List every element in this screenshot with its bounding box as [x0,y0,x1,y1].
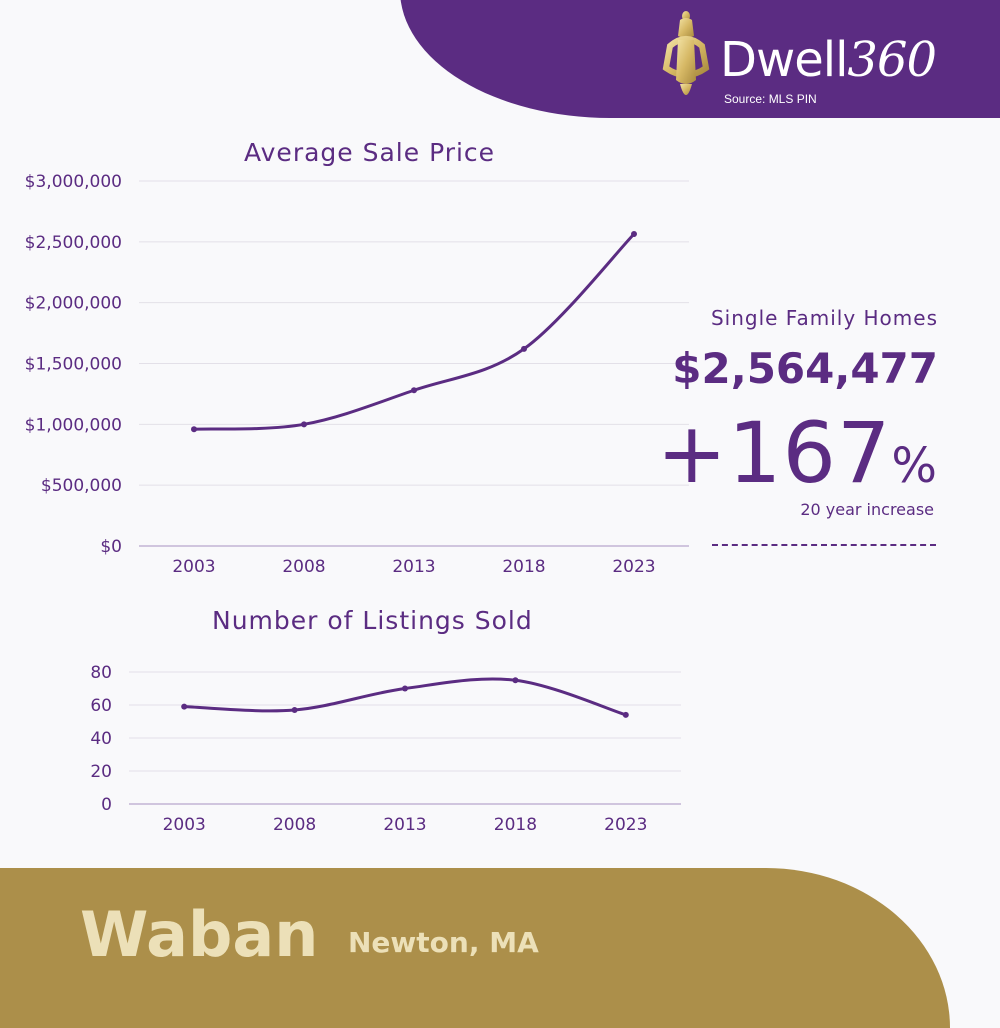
y-tick-label: 0 [101,795,112,815]
data-point [181,703,188,710]
data-point [301,421,307,428]
source-note: Source: MLS PIN [724,92,817,106]
increase-caption: 20 year increase [800,500,934,519]
percent-sign: % [891,438,938,494]
dashed-divider [712,544,936,546]
y-tick-label: 80 [90,663,112,683]
data-point [512,677,519,684]
x-tick-label: 2003 [163,815,206,835]
y-tick-label: $0 [100,537,122,557]
data-point [291,706,298,713]
y-tick-label: 60 [90,696,112,716]
percent-increase-number: +167 [656,404,892,502]
x-tick-label: 2003 [172,557,215,577]
price-chart-title: Average Sale Price [244,138,496,167]
city-name: Newton, MA [348,926,539,959]
percent-increase-value: +167% [657,404,938,502]
listings-chart-title: Number of Listings Sold [212,606,533,635]
y-tick-label: $2,500,000 [25,233,122,253]
x-tick-label: 2018 [494,815,537,835]
y-tick-label: $500,000 [41,476,122,496]
data-point [402,685,408,692]
x-tick-label: 2013 [383,815,426,835]
y-tick-label: $2,000,000 [25,294,122,314]
x-tick-label: 2023 [604,815,647,835]
logo-wordmark: Dwell [720,32,848,88]
average-price-value: $2,564,477 [672,344,938,393]
data-point [411,387,417,394]
average-sale-price-chart: $0 $500,000 $1,000,000 $1,500,000 $2,000,000… [25,172,689,577]
series-line [182,677,628,717]
property-type-label: Single Family Homes [710,306,938,330]
y-tick-label: $3,000,000 [25,172,122,192]
listings-sold-chart: 0 20 40 60 80 2003 2008 2013 2018 2023 [90,663,681,835]
x-tick-label: 2008 [282,557,325,577]
header-banner [400,0,1000,118]
x-tick-label: 2013 [392,557,435,577]
x-tick-label: 2018 [502,557,545,577]
data-point [631,230,637,237]
data-point [622,711,629,718]
x-tick-label: 2023 [612,557,655,577]
x-tick-label: 2008 [273,815,316,835]
neighborhood-name: Waban [80,898,319,971]
y-tick-label: 20 [90,762,112,782]
data-point [191,426,197,433]
dwell360-logo[interactable]: Dwell360 [656,10,956,110]
y-tick-label: $1,000,000 [25,415,122,435]
logo-number: 360 [847,32,937,88]
y-tick-label: $1,500,000 [25,355,122,375]
data-point [521,345,527,352]
y-tick-label: 40 [90,729,112,749]
door-knocker-icon [662,11,710,95]
